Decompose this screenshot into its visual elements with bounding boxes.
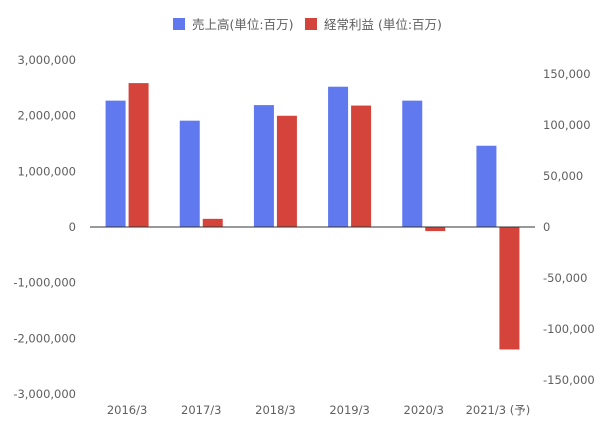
legend-swatch-ordinary-profit: [305, 18, 317, 30]
right-tick-label: 50,000: [543, 169, 583, 183]
bar-sales: [105, 100, 126, 227]
x-tick-label: 2018/3: [255, 403, 295, 417]
bar-ordinary-profit: [128, 83, 149, 227]
right-tick-label: -150,000: [543, 373, 595, 387]
bar-ordinary-profit: [276, 115, 297, 227]
bar-sales: [402, 100, 423, 227]
left-tick-label: 0: [69, 220, 76, 234]
bar-sales: [328, 86, 349, 227]
legend: 売上高(単位:百万) 経常利益 (単位:百万): [173, 17, 442, 32]
bar-ordinary-profit: [499, 227, 520, 350]
x-axis-labels: 2016/3 2017/3 2018/3 2019/3 2020/3 2021/3 (予): [107, 403, 530, 417]
bars: [105, 83, 520, 350]
right-axis-ticks: 150,000 100,000 50,000 0 -50,000 -100,000 -150…: [543, 67, 595, 387]
left-tick-label: 3,000,000: [17, 53, 76, 67]
right-tick-label: -100,000: [543, 322, 595, 336]
right-tick-label: 150,000: [543, 67, 591, 81]
right-tick-label: 0: [543, 220, 550, 234]
right-tick-label: 100,000: [543, 118, 591, 132]
bar-ordinary-profit: [202, 218, 223, 227]
bar-sales: [253, 105, 274, 227]
left-tick-label: -3,000,000: [13, 387, 76, 401]
bar-ordinary-profit: [351, 105, 372, 227]
x-tick-label: 2021/3 (予): [466, 403, 531, 417]
right-tick-label: -50,000: [543, 271, 587, 285]
bar-sales: [476, 145, 497, 227]
left-tick-label: 2,000,000: [17, 109, 76, 123]
left-axis-ticks: 3,000,000 2,000,000 1,000,000 0 -1,000,000 -2…: [13, 53, 76, 401]
left-tick-label: -2,000,000: [13, 331, 76, 345]
left-tick-label: 1,000,000: [17, 164, 76, 178]
left-tick-label: -1,000,000: [13, 276, 76, 290]
bar-sales: [179, 120, 200, 227]
legend-label-sales: 売上高(単位:百万): [192, 17, 293, 32]
legend-swatch-sales: [173, 18, 185, 30]
legend-label-ordinary-profit: 経常利益 (単位:百万): [324, 17, 442, 32]
x-tick-label: 2017/3: [181, 403, 221, 417]
x-tick-label: 2020/3: [404, 403, 444, 417]
x-tick-label: 2016/3: [107, 403, 147, 417]
bar-ordinary-profit: [425, 227, 446, 232]
x-tick-label: 2019/3: [329, 403, 369, 417]
